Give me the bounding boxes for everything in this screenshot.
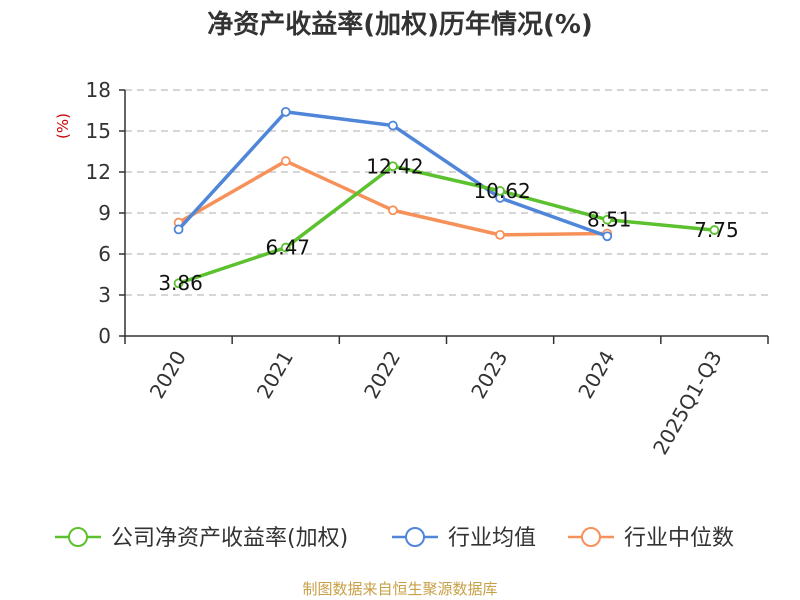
data-label: 12.42 [366, 154, 423, 178]
chart-title: 净资产收益率(加权)历年情况(%) [207, 9, 593, 40]
y-axis-label: (%) [54, 113, 72, 139]
legend-item: 行业中位数 [568, 526, 734, 551]
data-labels: 3.86 6.47 12.42 10.62 8.51 7.75 [158, 154, 738, 295]
data-label: 3.86 [158, 271, 203, 295]
data-point [280, 242, 291, 253]
data-label: 10.62 [473, 179, 530, 203]
data-point [495, 185, 505, 196]
y-tick-label: 18 [86, 78, 111, 102]
legend-label: 公司净资产收益率(加权) [111, 526, 348, 551]
data-point [173, 278, 184, 289]
y-tick-label: 12 [86, 160, 111, 184]
y-tick-label: 0 [98, 324, 111, 348]
legend-marker [68, 527, 88, 547]
data-point [602, 214, 613, 225]
data-point [173, 224, 184, 235]
data-label: 7.75 [694, 218, 739, 242]
data-point [280, 156, 291, 166]
data-point [602, 231, 613, 242]
series-group [173, 106, 720, 289]
axes: 0 3 6 9 12 15 18 2020 2021 2022 2023 2024 2025Q1-Q3 [86, 78, 769, 459]
x-tick-label: 2025Q1-Q3 [648, 347, 727, 459]
y-tick-label: 6 [98, 242, 111, 266]
y-tick-label: 3 [98, 283, 111, 307]
series-line [178, 164, 715, 285]
legend-marker [405, 527, 425, 547]
source-note: 制图数据来自恒生聚源数据库 [302, 580, 497, 598]
x-tick-label: 2020 [145, 347, 191, 403]
data-point [495, 229, 505, 240]
data-point [388, 161, 398, 172]
legend-label: 行业中位数 [624, 526, 734, 551]
x-tick-label: 2021 [252, 347, 298, 403]
x-tick-label: 2022 [359, 347, 405, 403]
legend-label: 行业均值 [448, 526, 536, 551]
data-point [280, 106, 291, 117]
legend-item: 公司净资产收益率(加权) [55, 526, 348, 551]
data-label: 8.51 [587, 208, 632, 232]
data-label: 6.47 [265, 236, 310, 260]
legend: 公司净资产收益率(加权) 行业均值 行业中位数 [55, 526, 734, 551]
legend-marker [581, 527, 601, 547]
data-point [709, 225, 720, 235]
y-tick-label: 9 [98, 201, 111, 225]
x-tick-label: 2024 [573, 347, 619, 403]
x-tick-label: 2023 [466, 347, 512, 403]
y-tick-label: 15 [86, 119, 111, 143]
grid [125, 89, 768, 296]
legend-item: 行业均值 [392, 526, 536, 551]
data-point [388, 205, 398, 216]
data-point [388, 120, 398, 131]
